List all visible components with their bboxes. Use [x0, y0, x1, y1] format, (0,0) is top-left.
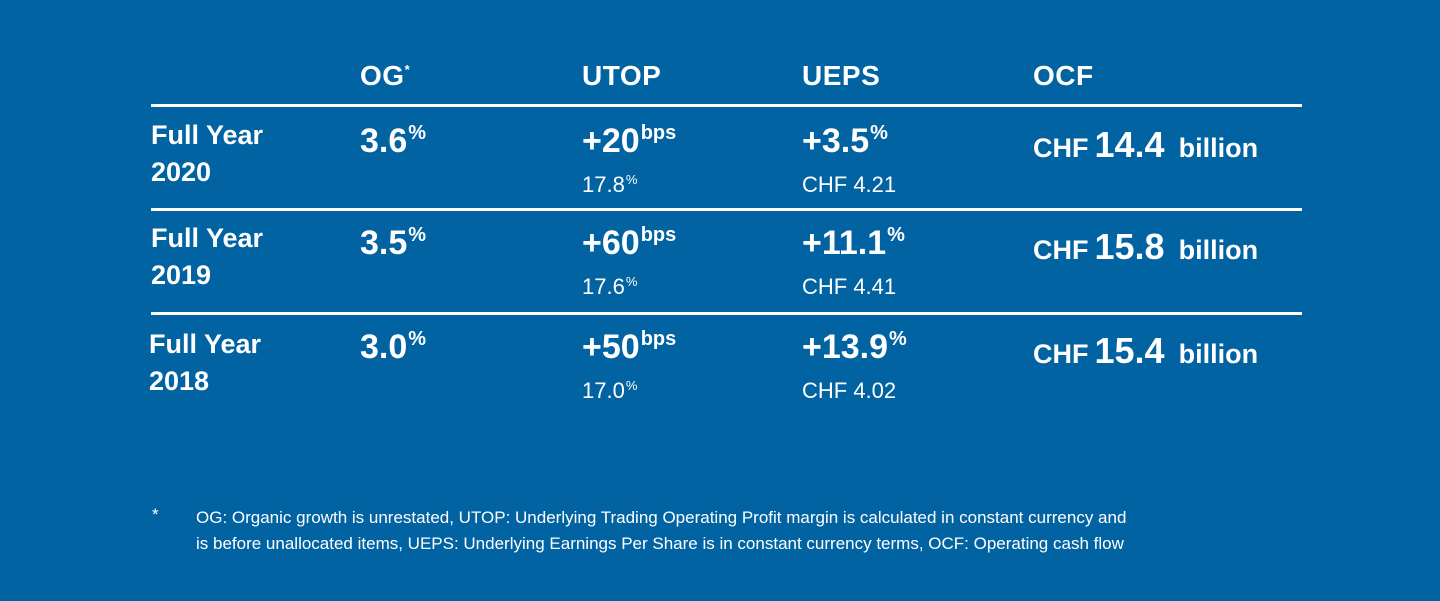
row-label-2020: Full Year 2020 [151, 117, 263, 191]
utop-margin: 17.0% [582, 378, 637, 404]
ueps-unit: % [870, 122, 888, 144]
og-unit: % [408, 122, 427, 144]
ueps-unit: % [889, 328, 907, 350]
utop-margin-number: 17.6 [582, 274, 625, 299]
header-utop: UTOP [582, 60, 662, 91]
utop-margin-number: 17.0 [582, 378, 625, 403]
footnote-marker: * [152, 505, 159, 524]
og-value: 3.5% [360, 224, 426, 263]
ocf-currency: CHF [1033, 133, 1089, 163]
row-label-line1: Full Year [151, 223, 264, 253]
row-label-year: 2019 [151, 260, 212, 290]
utop-margin: 17.8% [582, 172, 637, 198]
divider-rule [151, 312, 1302, 315]
ueps-chf: CHF 4.02 [802, 378, 897, 403]
utop-unit: bps [640, 328, 677, 350]
ueps-value: +13.9% [802, 328, 907, 367]
utop-number: +20 [582, 122, 640, 160]
row-label-year: 2018 [149, 366, 210, 396]
divider-rule [151, 208, 1302, 211]
footnote: OG: Organic growth is unrestated, UTOP: … [196, 505, 1126, 557]
ocf-value: CHF 15.4 billion [1033, 330, 1258, 372]
ocf-value: CHF 15.8 billion [1033, 226, 1258, 268]
divider-rule [151, 104, 1302, 107]
utop-unit: bps [640, 122, 677, 144]
row-label-2018: Full Year 2018 [149, 326, 261, 400]
ueps-chf: CHF 4.41 [802, 274, 897, 299]
utop-value: +60bps [582, 224, 676, 263]
header-og: OG* [360, 60, 410, 92]
utop-margin-number: 17.8 [582, 172, 625, 197]
ocf-number: 14.4 [1094, 124, 1165, 165]
og-number: 3.5 [360, 224, 408, 262]
header-og-label: OG [360, 60, 405, 91]
utop-margin-unit: % [625, 378, 638, 393]
ocf-unit: billion [1178, 133, 1259, 163]
og-number: 3.0 [360, 328, 408, 366]
header-og-marker: * [404, 62, 411, 77]
utop-unit: bps [640, 224, 677, 246]
ueps-value: +11.1% [802, 224, 905, 263]
og-unit: % [408, 224, 427, 246]
utop-value: +50bps [582, 328, 676, 367]
ocf-currency: CHF [1033, 235, 1089, 265]
row-label-2019: Full Year 2019 [151, 220, 263, 294]
row-label-year: 2020 [151, 157, 212, 187]
utop-value: +20bps [582, 122, 676, 161]
og-value: 3.6% [360, 122, 426, 161]
og-number: 3.6 [360, 122, 408, 160]
row-label-line1: Full Year [149, 329, 262, 359]
og-unit: % [408, 328, 427, 350]
ueps-number: +13.9 [802, 328, 889, 366]
row-label-line1: Full Year [151, 120, 264, 150]
ocf-number: 15.4 [1094, 330, 1165, 371]
footnote-line1: OG: Organic growth is unrestated, UTOP: … [196, 508, 1127, 527]
utop-margin: 17.6% [582, 274, 637, 300]
ocf-value: CHF 14.4 billion [1033, 124, 1258, 166]
ocf-unit: billion [1178, 339, 1259, 369]
header-ueps: UEPS [802, 60, 881, 91]
footnote-line2: is before unallocated items, UEPS: Under… [196, 534, 1124, 553]
ueps-chf: CHF 4.21 [802, 172, 897, 197]
ueps-number: +11.1 [802, 224, 887, 262]
ueps-unit: % [887, 224, 905, 246]
ocf-unit: billion [1178, 235, 1259, 265]
utop-margin-unit: % [625, 274, 638, 289]
ocf-currency: CHF [1033, 339, 1089, 369]
utop-number: +60 [582, 224, 640, 262]
ueps-number: +3.5 [802, 122, 870, 160]
og-value: 3.0% [360, 328, 426, 367]
utop-number: +50 [582, 328, 640, 366]
ueps-value: +3.5% [802, 122, 888, 161]
header-ocf: OCF [1033, 60, 1094, 91]
ocf-number: 15.8 [1094, 226, 1165, 267]
utop-margin-unit: % [625, 172, 638, 187]
